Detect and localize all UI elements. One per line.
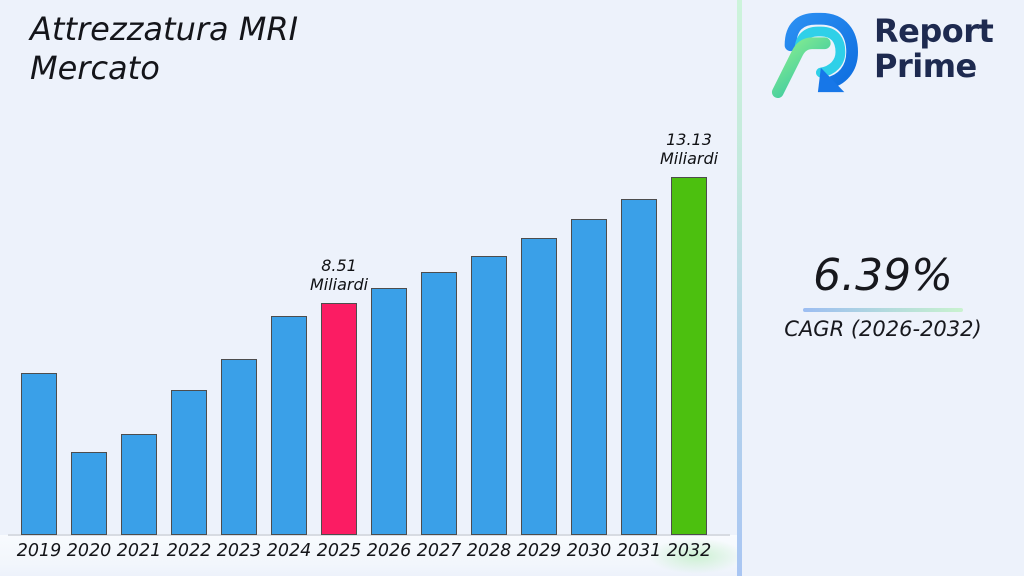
bar-2029: [521, 238, 557, 535]
x-tick-2029: 2029: [516, 541, 562, 561]
x-tick-2032: 2032: [666, 541, 712, 561]
x-tick-2023: 2023: [216, 541, 262, 561]
bar-2031: [621, 199, 657, 535]
section-divider: [737, 0, 742, 576]
x-tick-2028: 2028: [466, 541, 512, 561]
cagr-block: 6.39% CAGR (2026-2032): [783, 250, 983, 341]
x-tick-2022: 2022: [166, 541, 212, 561]
report-prime-logo-icon: [771, 12, 858, 98]
x-tick-2025: 2025: [316, 541, 362, 561]
bar-2019: [21, 373, 57, 535]
brand-name-line2: Prime: [874, 47, 977, 85]
x-tick-2021: 2021: [116, 541, 162, 561]
bar-2025: [321, 303, 357, 535]
x-tick-2031: 2031: [616, 541, 662, 561]
bar-2027: [421, 272, 457, 535]
bar-2026: [371, 288, 407, 535]
bar-2022: [171, 390, 207, 535]
x-tick-2030: 2030: [566, 541, 612, 561]
bar-2023: [221, 359, 257, 535]
bar-2024: [271, 316, 307, 535]
page-title-line2: Mercato: [30, 49, 160, 87]
cagr-value: 6.39%: [813, 250, 953, 301]
cagr-underline: [803, 308, 963, 312]
page-title: Attrezzatura MRI Mercato: [30, 10, 298, 88]
value-label-2025: 8.51 Miliardi: [309, 256, 369, 295]
bar-2028: [471, 256, 507, 535]
brand-name-line1: Report: [874, 12, 994, 50]
bar-chart: 2019 2020 2021 2022 2023 2024 2025 2026 2027 2028…: [16, 130, 719, 561]
brand-name: Report Prime: [874, 12, 994, 85]
x-axis-line: [8, 533, 730, 536]
x-tick-2026: 2026: [366, 541, 412, 561]
bar-2030: [571, 219, 607, 535]
bar-2020: [71, 452, 107, 535]
page-title-line1: Attrezzatura MRI: [30, 10, 299, 48]
chart-baseline-band: [0, 535, 737, 576]
green-glow: [648, 538, 744, 574]
bar-2032: [671, 177, 707, 535]
cagr-label: CAGR (2026-2032): [784, 317, 982, 341]
bar-2021: [121, 434, 157, 535]
x-tick-2024: 2024: [266, 541, 312, 561]
x-tick-2020: 2020: [66, 541, 112, 561]
x-tick-2027: 2027: [416, 541, 462, 561]
x-tick-2019: 2019: [16, 541, 62, 561]
report-prime-logo: Report Prime: [770, 8, 1010, 100]
value-label-2032: 13.13 Miliardi: [659, 130, 719, 169]
